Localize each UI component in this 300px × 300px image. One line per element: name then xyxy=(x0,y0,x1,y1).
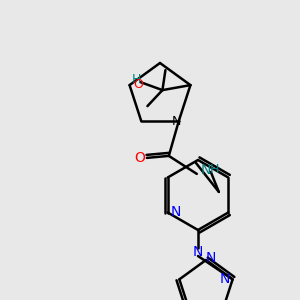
Text: N: N xyxy=(219,272,230,286)
Text: N: N xyxy=(193,245,203,259)
Text: O: O xyxy=(134,151,145,165)
Text: N: N xyxy=(201,163,211,177)
Text: H: H xyxy=(132,73,141,85)
Text: O: O xyxy=(134,78,143,91)
Text: H: H xyxy=(210,164,220,176)
Text: N: N xyxy=(172,116,182,128)
Text: N: N xyxy=(170,206,181,220)
Text: N: N xyxy=(206,251,216,265)
